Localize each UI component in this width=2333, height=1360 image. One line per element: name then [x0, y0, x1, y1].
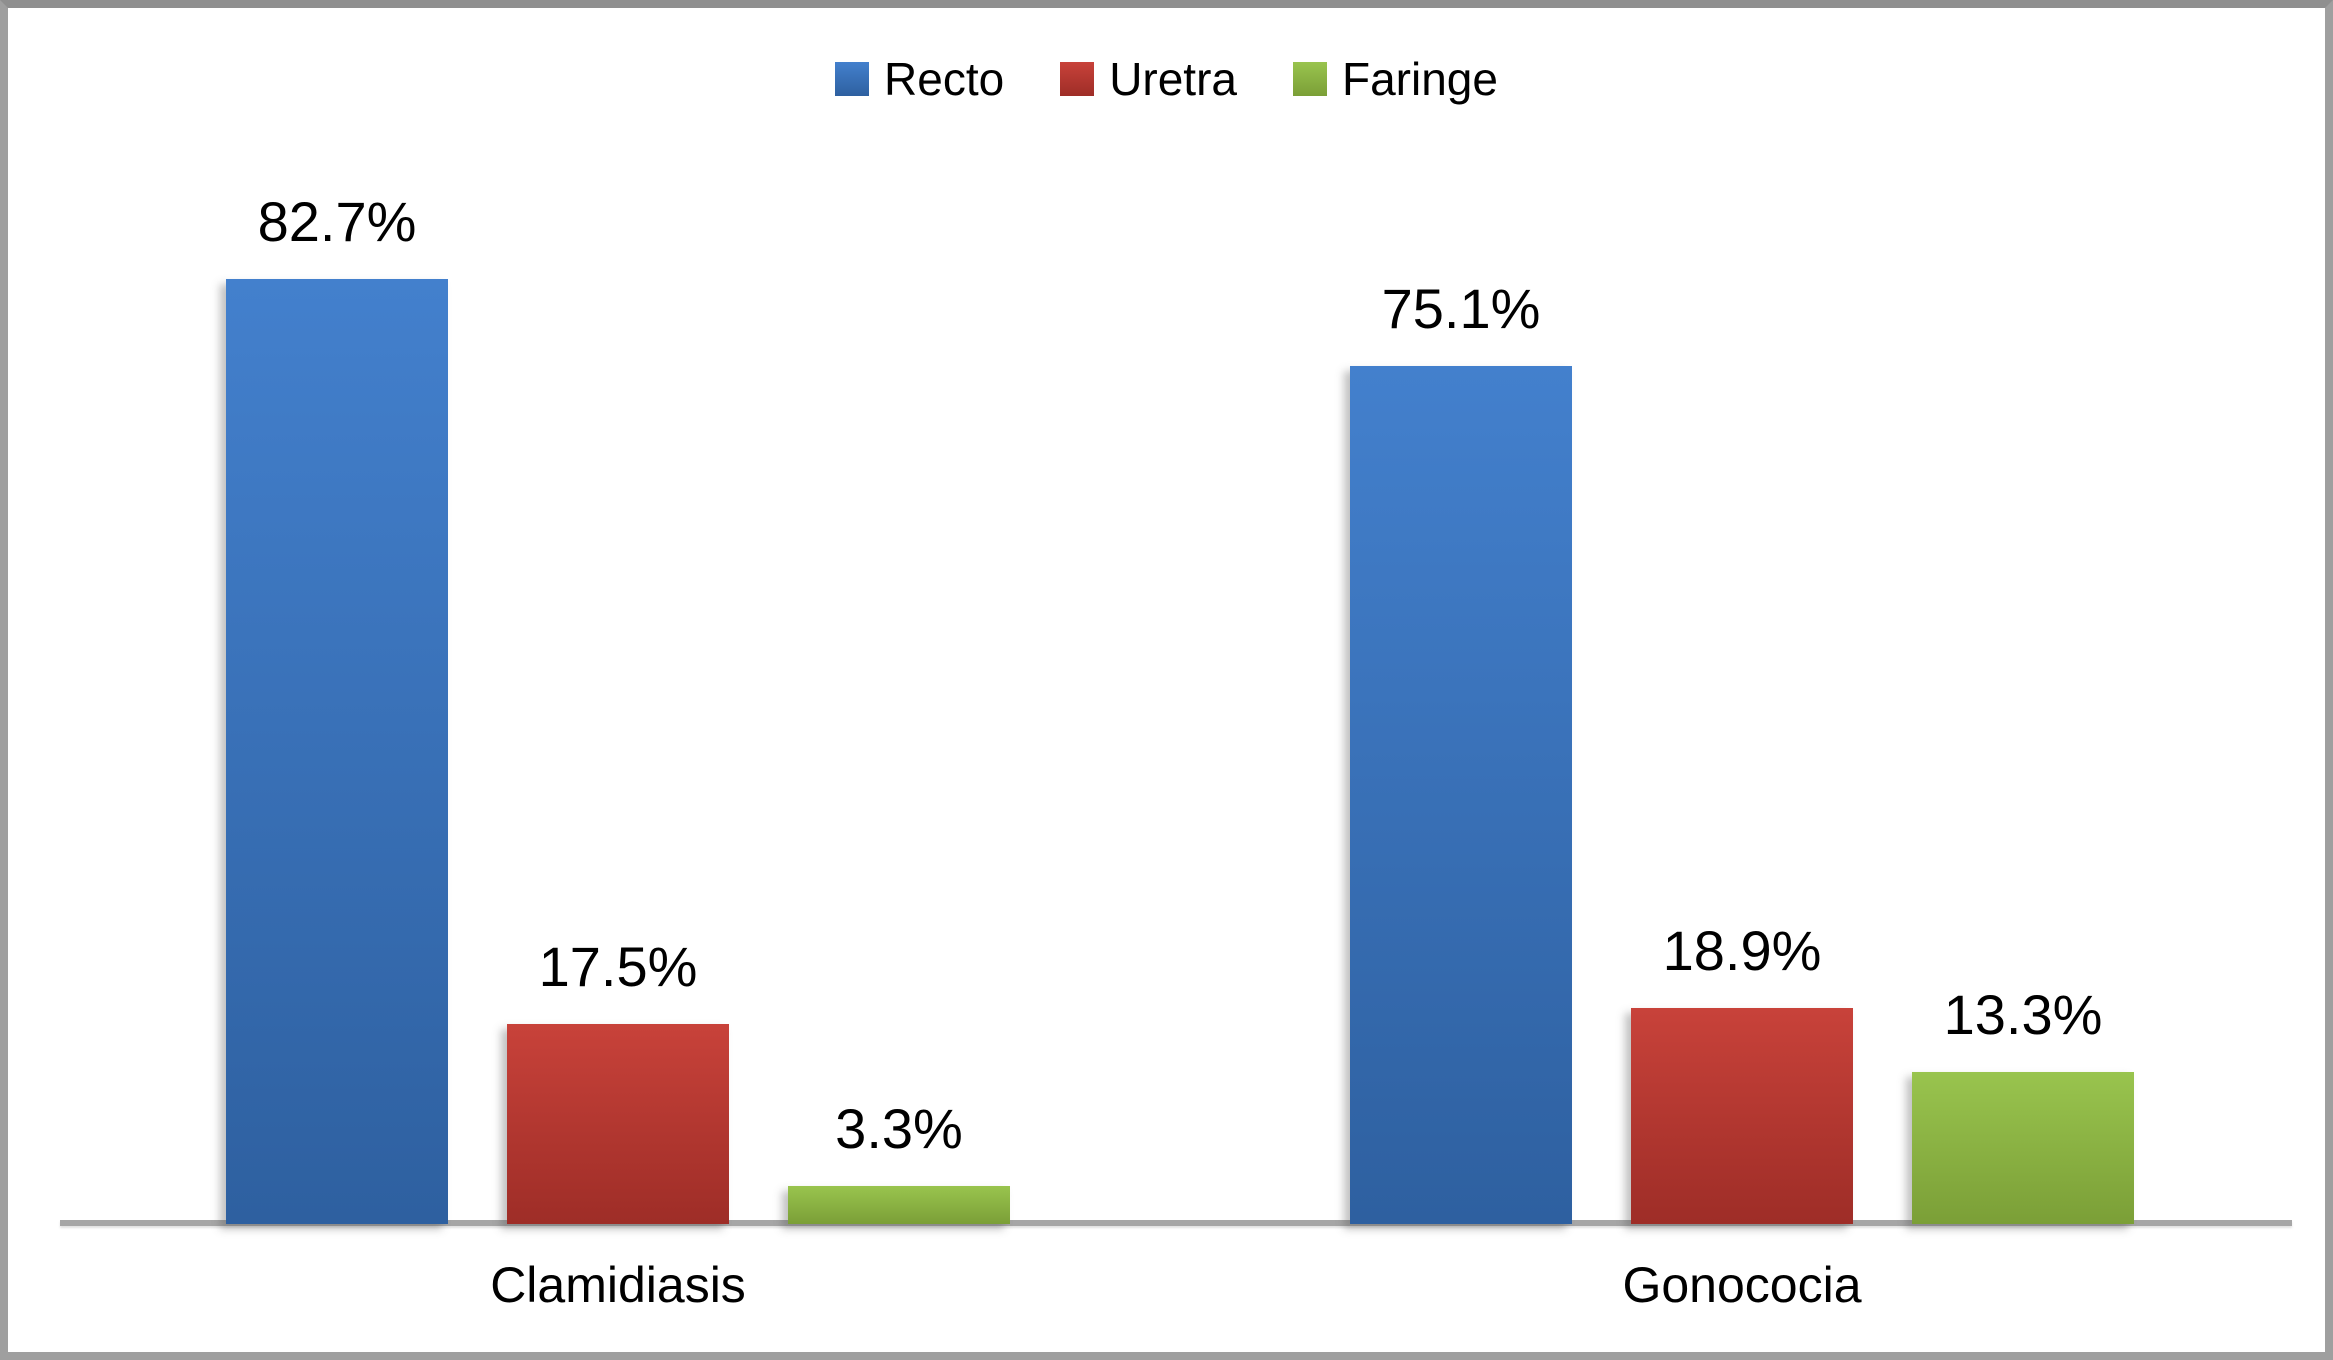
- bar-value-label: 13.3%: [1943, 983, 2103, 1046]
- legend-label: Uretra: [1109, 53, 1237, 105]
- x-axis-line: [60, 1220, 2292, 1226]
- bar-value-label: 75.1%: [1381, 277, 1541, 340]
- bar-value-label: 3.3%: [835, 1097, 963, 1160]
- legend-swatch-icon: [1293, 62, 1327, 97]
- bar-recto-clamidiasis: [226, 279, 448, 1224]
- legend-item-recto: Recto: [835, 54, 1004, 105]
- category-label-clamidiasis: Clamidiasis: [490, 1257, 746, 1313]
- legend-swatch-icon: [1060, 62, 1095, 97]
- plot-area: Recto Uretra Faringe 82.7% 17.5% 3.3% Clamidi…: [8, 8, 2325, 1352]
- legend-swatch-icon: [835, 62, 870, 97]
- category-label-gonococia: Gonococia: [1622, 1257, 1862, 1313]
- legend-item-uretra: Uretra: [1060, 54, 1237, 105]
- bar-value-label: 17.5%: [538, 935, 698, 998]
- legend-label: Faringe: [1342, 53, 1498, 105]
- bar-faringe-clamidiasis: [788, 1186, 1010, 1224]
- bar-uretra-clamidiasis: [507, 1024, 729, 1224]
- bar-recto-gonococia: [1350, 366, 1572, 1224]
- bar-uretra-gonococia: [1631, 1008, 1853, 1224]
- legend-item-faringe: Faringe: [1293, 54, 1498, 105]
- bar-value-label: 82.7%: [257, 190, 417, 253]
- bar-value-label: 18.9%: [1662, 919, 1822, 982]
- chart-legend: Recto Uretra Faringe: [8, 54, 2325, 105]
- legend-label: Recto: [884, 53, 1005, 105]
- bar-faringe-gonococia: [1912, 1072, 2134, 1224]
